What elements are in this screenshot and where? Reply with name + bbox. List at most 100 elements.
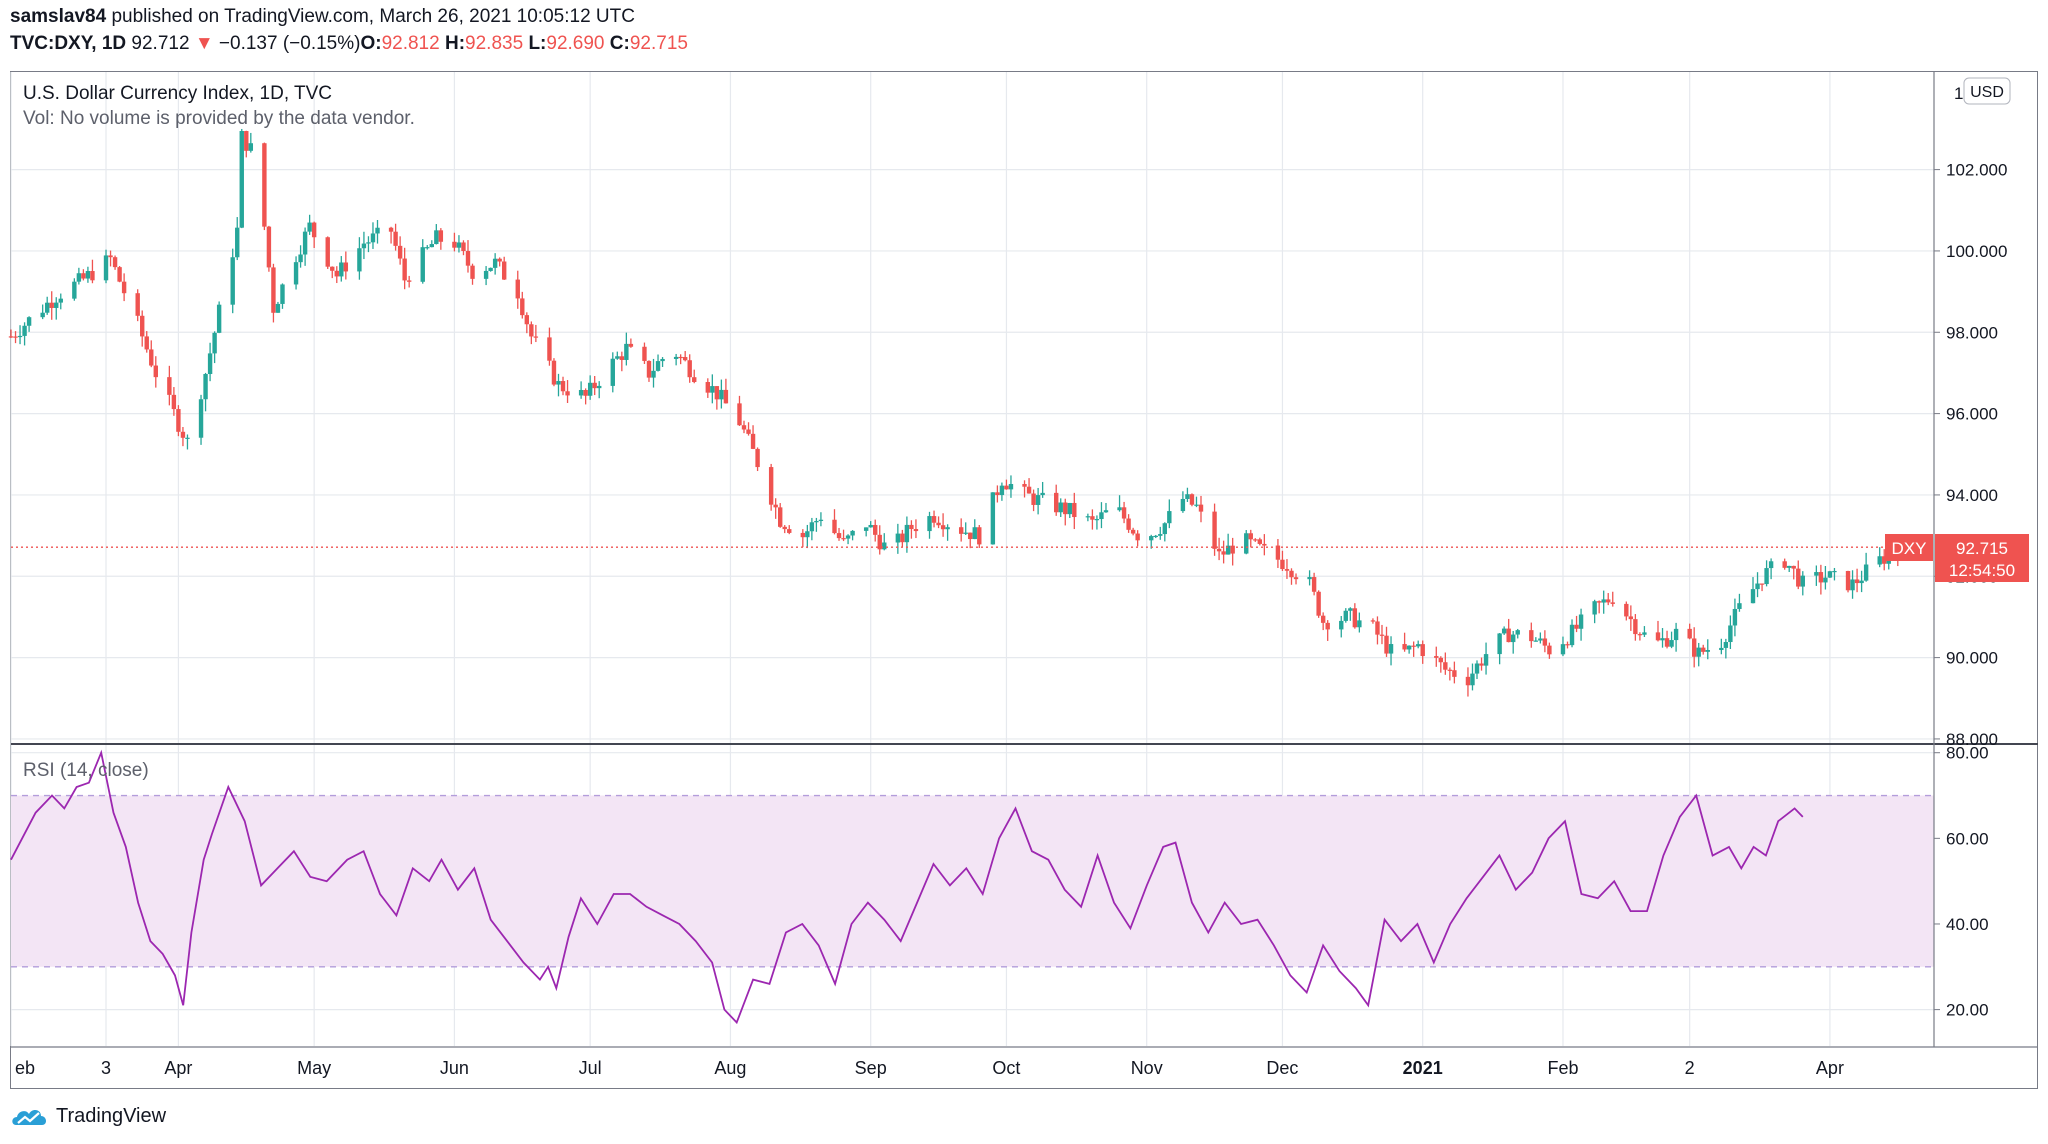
candle-body [230, 257, 235, 305]
candle-body [1230, 545, 1235, 554]
candle [171, 387, 177, 416]
rsi-band [11, 795, 1934, 967]
candle [1325, 620, 1330, 641]
candle [180, 426, 186, 447]
candle [262, 142, 267, 231]
candle [339, 256, 344, 282]
candle-body [560, 381, 566, 392]
candle-body [1379, 634, 1385, 636]
candle [461, 240, 466, 256]
candle [642, 342, 647, 364]
tradingview-logo[interactable]: TradingView [10, 1103, 166, 1129]
time-axis: eb 3 Apr May Jun Jul Aug Sep Oct Nov Dec 2021 Feb 2 Ap… [15, 1058, 1844, 1078]
candle-body [135, 293, 140, 316]
close-label: C: [609, 33, 630, 54]
candle-body [1759, 583, 1765, 585]
candle-body [1547, 645, 1552, 655]
candle [1750, 577, 1756, 604]
candle-body [402, 258, 407, 281]
ohlc-header: TVC:DXY, 1D 92.712 ▼ −0.137 (−0.15%)O:92… [10, 33, 688, 55]
candle [1022, 480, 1027, 498]
publisher-name[interactable]: samslav84 [10, 6, 107, 27]
candle-body [1515, 630, 1520, 635]
candle [651, 358, 656, 388]
candle [1764, 560, 1769, 587]
candle [1420, 640, 1425, 664]
candle-body [913, 529, 919, 532]
candle-body [361, 243, 367, 249]
candle [836, 527, 842, 541]
candle-body [1280, 559, 1285, 570]
time-tick-label: Sep [855, 1058, 887, 1078]
candle [705, 378, 711, 398]
close-value: 92.715 [629, 33, 688, 54]
candle [773, 498, 778, 519]
price-axis: 88.00090.00092.00094.00096.00098.000100.… [1934, 161, 2007, 749]
candle [49, 291, 54, 320]
candle [958, 518, 964, 542]
candle [1198, 495, 1204, 523]
candle-body [692, 377, 697, 383]
candle [388, 226, 394, 244]
candle-body [1642, 632, 1647, 635]
candle-body [1687, 628, 1692, 639]
candle [1434, 646, 1439, 667]
candle [1728, 615, 1733, 649]
symbol-label: TVC:DXY, 1D [10, 33, 127, 54]
candle [1701, 644, 1706, 655]
candle-body [325, 237, 330, 267]
candle [117, 266, 122, 283]
candle-body [397, 245, 403, 259]
candle [1787, 565, 1792, 572]
candle [302, 227, 308, 266]
candle-body [1859, 580, 1864, 584]
candle-body [1094, 519, 1100, 521]
candle-body [76, 273, 82, 282]
high-label: H: [444, 33, 466, 54]
candle-body [140, 315, 145, 337]
candle [931, 510, 937, 528]
candle [655, 354, 661, 372]
candle-body [687, 360, 692, 378]
candle-body [642, 346, 647, 361]
candle-body [1578, 614, 1584, 629]
candle [1660, 628, 1665, 648]
currency-button[interactable]: USD [1963, 77, 2011, 105]
candle [524, 312, 530, 334]
candle-body [814, 520, 819, 523]
candle [1506, 618, 1511, 643]
candle [17, 325, 23, 345]
candle [1542, 630, 1548, 653]
candle [1320, 612, 1326, 631]
candle [936, 516, 941, 529]
candle-body [1357, 620, 1362, 628]
price-tick-label: 102.000 [1946, 161, 2007, 180]
candle-body [958, 527, 964, 534]
candle [755, 447, 760, 472]
candle [90, 259, 95, 284]
rsi-tick-label: 80.00 [1946, 744, 1989, 763]
candle-body [112, 257, 118, 268]
candle [515, 270, 520, 309]
candle [737, 395, 742, 426]
candle [1121, 501, 1127, 524]
candle [895, 523, 901, 554]
candle-body [1434, 656, 1439, 658]
candle [723, 378, 729, 404]
time-tick-label: May [297, 1058, 331, 1078]
candle [977, 524, 982, 549]
candle [216, 301, 222, 334]
price-tag-symbol: DXY [1892, 539, 1927, 558]
candle-body [1180, 498, 1186, 512]
candle [1696, 642, 1701, 667]
candle-body [1728, 625, 1733, 643]
candle-body [1099, 512, 1104, 520]
candle-body [470, 265, 475, 279]
candle [1823, 565, 1828, 590]
candle-body [375, 227, 380, 234]
candle [1538, 632, 1543, 644]
candle-body [1035, 495, 1041, 505]
candle [963, 522, 968, 535]
candle [927, 511, 932, 539]
